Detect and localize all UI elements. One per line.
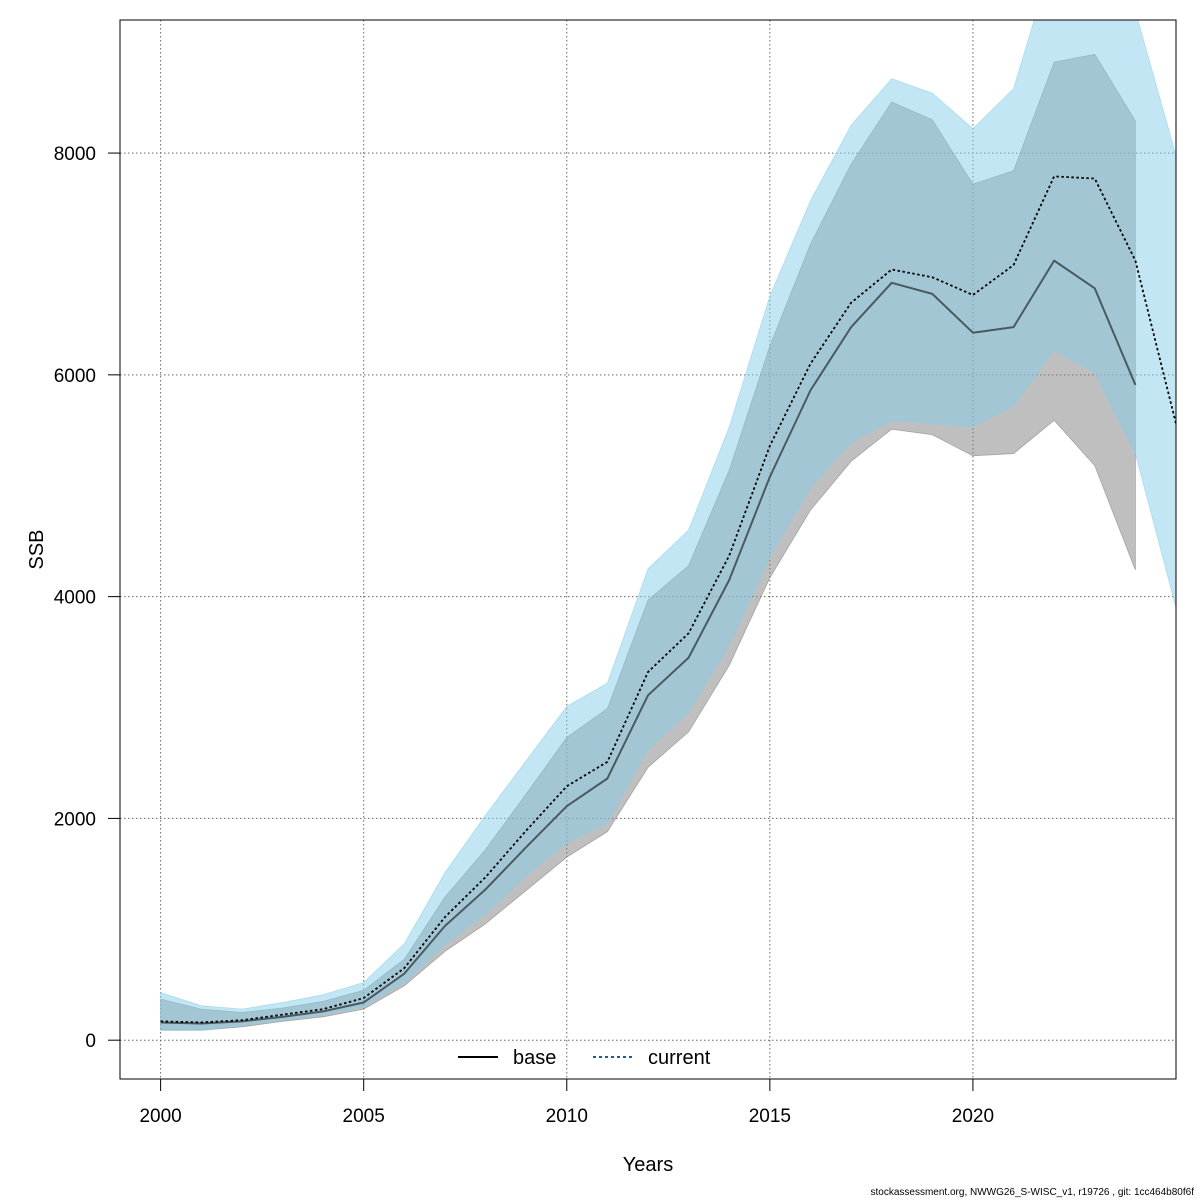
footer-credit: stockassessment.org, NWWG26_S-WISC_v1, r… [870, 1187, 1194, 1198]
x-tick-label-2000: 2000 [139, 1106, 181, 1127]
band-current [160, 20, 1176, 1031]
y-tick-label-2000: 2000 [54, 809, 96, 830]
y-tick-label-8000: 8000 [54, 144, 96, 165]
series-lines [160, 175, 1176, 1025]
legend-label-base: base [513, 1047, 556, 1069]
series-line-current [160, 175, 1176, 1024]
x-tick-label-2005: 2005 [343, 1106, 385, 1127]
y-axis-title: SSB [26, 529, 48, 569]
x-tick-label-2020: 2020 [952, 1106, 994, 1127]
series-line-base [160, 259, 1137, 1025]
y-tick-label-6000: 6000 [54, 366, 96, 387]
x-axis-title: Years [623, 1154, 673, 1176]
axes: 2000 2005 2010 2015 2020 0 2000 4000 6000 8000 [54, 144, 994, 1127]
x-tick-label-2010: 2010 [546, 1106, 588, 1127]
legend-label-current: current [648, 1047, 711, 1069]
y-tick-label-0: 0 [85, 1031, 96, 1052]
confidence-bands [160, 20, 1176, 1031]
legend: base current [458, 1047, 711, 1069]
x-tick-label-2015: 2015 [749, 1106, 791, 1127]
y-tick-label-4000: 4000 [54, 588, 96, 609]
